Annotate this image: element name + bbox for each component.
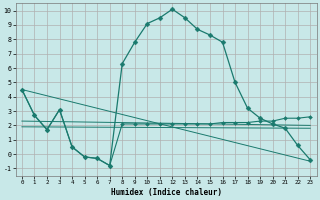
- X-axis label: Humidex (Indice chaleur): Humidex (Indice chaleur): [111, 188, 221, 197]
